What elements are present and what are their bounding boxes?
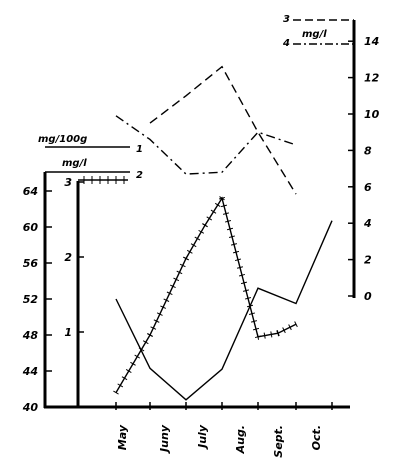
series-2-point — [130, 361, 136, 366]
left-inner-tick-label: 1 — [64, 326, 72, 339]
series-2-point — [206, 216, 213, 221]
series-2-point — [194, 236, 201, 241]
series-2-point — [222, 212, 230, 215]
right-tick-label: 14 — [364, 35, 379, 48]
series-2-point — [173, 277, 180, 282]
unit-label-mgl-left: mg/l — [62, 158, 87, 169]
series-2-point — [142, 340, 149, 345]
series-2-point — [232, 250, 240, 254]
right-tick-label: 10 — [364, 108, 380, 121]
series-3-line — [149, 65, 297, 195]
series-2-point — [234, 258, 242, 262]
series-2-point — [183, 256, 189, 261]
series-2-point — [160, 305, 167, 309]
series-2-point — [294, 321, 298, 328]
series-2-point — [163, 298, 170, 302]
series-2-point — [134, 354, 141, 359]
series-2-point — [228, 235, 236, 238]
series-2-point — [147, 333, 153, 337]
series-2-point — [117, 383, 124, 388]
series-2-point — [210, 209, 217, 214]
series-2-point — [125, 369, 132, 373]
right-tick-label: 4 — [363, 217, 372, 230]
series-2-point — [224, 220, 232, 223]
right-tick-label: 2 — [364, 254, 372, 267]
series-2-point — [276, 330, 280, 337]
series-label-3: 3 — [283, 14, 290, 25]
series-2-point — [252, 327, 260, 331]
static-axes — [43, 19, 356, 409]
series-label-2: 2 — [136, 170, 143, 181]
series-2-point — [282, 327, 286, 334]
series-2-point — [156, 312, 163, 316]
series-2-point — [190, 243, 197, 248]
series-2-point — [248, 312, 256, 315]
series-2-point — [226, 227, 234, 231]
unit-label-mg100g: mg/100g — [38, 134, 87, 145]
series-2-point — [263, 332, 266, 339]
left-outer-tick-label: 64 — [23, 185, 38, 198]
left-outer-tick-label: 48 — [22, 329, 39, 342]
series-2-point — [230, 243, 238, 246]
series-2-point — [250, 320, 258, 323]
series-label-4: 4 — [282, 38, 290, 49]
ticks-layer — [45, 40, 354, 410]
left-inner-tick-label: 2 — [64, 251, 72, 264]
unit-label-mgl-right: mg/l — [302, 29, 327, 40]
month-label: May — [116, 424, 129, 450]
series-2-point — [214, 202, 221, 207]
series-2-point — [240, 281, 248, 285]
series-2-point — [218, 196, 226, 200]
series-2-point — [202, 223, 208, 228]
right-tick-label: 8 — [364, 144, 372, 157]
series-2-point — [169, 284, 176, 289]
series-2-point — [256, 333, 260, 340]
left-inner-tick-label: 3 — [64, 176, 72, 189]
right-tick-label: 6 — [364, 181, 372, 194]
left-outer-tick-label: 40 — [22, 401, 39, 414]
series-2-point — [121, 376, 128, 381]
marks-layer — [78, 65, 333, 401]
series-2-point — [138, 347, 145, 352]
month-label: July — [196, 424, 209, 450]
series-2-point — [153, 319, 160, 323]
series-2-point — [244, 297, 252, 300]
left-outer-tick-label: 56 — [23, 257, 39, 270]
series-2-point — [166, 291, 173, 296]
left-outer-tick-label: 52 — [23, 293, 39, 306]
series-2-point — [242, 289, 250, 292]
series-2-point — [198, 229, 205, 234]
month-label: Oct. — [310, 425, 323, 450]
series-2-point — [179, 263, 186, 268]
series-2-point — [113, 390, 119, 395]
series-2-point — [186, 249, 193, 254]
series-2-point — [288, 324, 292, 331]
month-label: Juny — [158, 424, 171, 454]
right-tick-label: 0 — [364, 290, 372, 303]
series-2-point — [150, 326, 157, 330]
month-label: Sept. — [272, 425, 285, 458]
left-outer-tick-label: 44 — [22, 365, 38, 378]
series-2-point — [246, 304, 254, 308]
series-2-point — [236, 266, 244, 269]
series-label-1: 1 — [136, 144, 143, 155]
series-1-line — [115, 220, 333, 401]
series-2-line — [115, 196, 297, 393]
series-2-point — [220, 204, 228, 208]
series-2-point — [270, 331, 273, 338]
series-4-line — [115, 115, 297, 175]
series-2-point — [238, 273, 246, 277]
month-label: Aug. — [234, 425, 247, 454]
right-tick-label: 12 — [364, 72, 380, 85]
left-outer-tick-label: 60 — [23, 221, 39, 234]
series-2-point — [176, 270, 183, 275]
